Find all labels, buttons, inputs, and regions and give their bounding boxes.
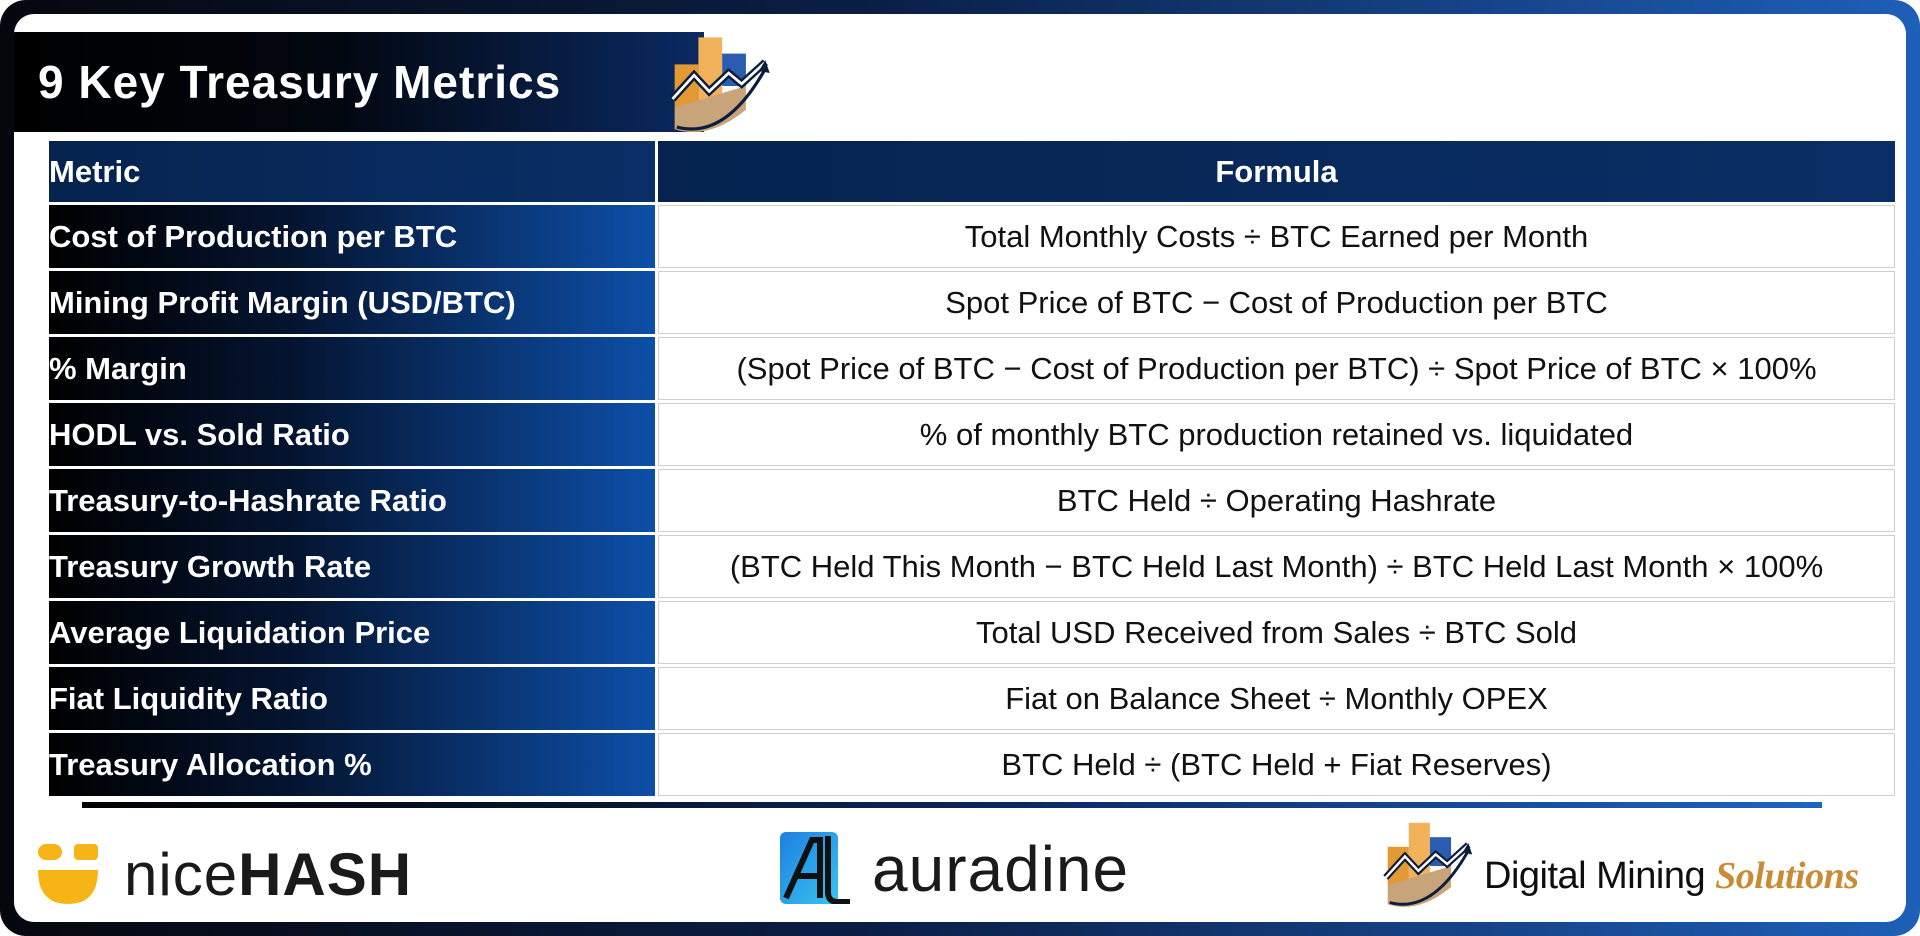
- metric-cell: Treasury Growth Rate: [49, 535, 655, 598]
- metric-cell: Mining Profit Margin (USD/BTC): [49, 271, 655, 334]
- table-row: Mining Profit Margin (USD/BTC) Spot Pric…: [49, 271, 1895, 334]
- auradine-wordmark: auradine: [872, 833, 1130, 905]
- dms-wordmark-accent: Solutions: [1715, 855, 1859, 897]
- table-row: Fiat Liquidity Ratio Fiat on Balance She…: [49, 667, 1895, 730]
- table-row: % Margin (Spot Price of BTC − Cost of Pr…: [49, 337, 1895, 400]
- footer-divider: [82, 802, 1822, 808]
- metric-cell: Treasury Allocation %: [49, 733, 655, 796]
- nicehash-logo-icon: [38, 844, 98, 904]
- table-row: Treasury Allocation % BTC Held ÷ (BTC He…: [49, 733, 1895, 796]
- metric-cell: % Margin: [49, 337, 655, 400]
- formula-cell: BTC Held ÷ (BTC Held + Fiat Reserves): [658, 733, 1895, 796]
- dms-logo-icon: [669, 37, 770, 133]
- metric-cell: Fiat Liquidity Ratio: [49, 667, 655, 730]
- page-title: 9 Key Treasury Metrics: [38, 56, 562, 108]
- metric-cell: HODL vs. Sold Ratio: [49, 403, 655, 466]
- metrics-table: Metric Formula Cost of Production per BT…: [46, 138, 1898, 799]
- title-bar: 9 Key Treasury Metrics: [14, 32, 704, 132]
- table-row: Treasury Growth Rate (BTC Held This Mont…: [49, 535, 1895, 598]
- table-header-row: Metric Formula: [49, 141, 1895, 202]
- metric-cell: Average Liquidation Price: [49, 601, 655, 664]
- metric-cell: Cost of Production per BTC: [49, 205, 655, 268]
- column-header-formula: Formula: [658, 141, 1895, 202]
- dms-footer-logo-icon: [1383, 822, 1473, 907]
- table-row: HODL vs. Sold Ratio % of monthly BTC pro…: [49, 403, 1895, 466]
- column-header-metric: Metric: [49, 141, 655, 202]
- formula-cell: % of monthly BTC production retained vs.…: [658, 403, 1895, 466]
- table-row: Cost of Production per BTC Total Monthly…: [49, 205, 1895, 268]
- dms-wordmark-main: Digital Mining: [1484, 855, 1716, 897]
- slide-panel: 9 Key Treasury Metrics Metric Formula Co…: [14, 14, 1906, 922]
- auradine-logo-icon: [780, 832, 850, 904]
- table-row: Treasury-to-Hashrate Ratio BTC Held ÷ Op…: [49, 469, 1895, 532]
- formula-cell: Spot Price of BTC − Cost of Production p…: [658, 271, 1895, 334]
- formula-cell: Total Monthly Costs ÷ BTC Earned per Mon…: [658, 205, 1895, 268]
- formula-cell: (BTC Held This Month − BTC Held Last Mon…: [658, 535, 1895, 598]
- nicehash-wordmark-bold: HASH: [238, 841, 413, 908]
- formula-cell: (Spot Price of BTC − Cost of Production …: [658, 337, 1895, 400]
- formula-cell: Fiat on Balance Sheet ÷ Monthly OPEX: [658, 667, 1895, 730]
- nicehash-wordmark: niceHASH: [124, 840, 412, 910]
- dms-wordmark: Digital Mining Solutions: [1484, 854, 1859, 898]
- formula-cell: Total USD Received from Sales ÷ BTC Sold: [658, 601, 1895, 664]
- nicehash-wordmark-light: nice: [124, 841, 239, 908]
- formula-cell: BTC Held ÷ Operating Hashrate: [658, 469, 1895, 532]
- table-row: Average Liquidation Price Total USD Rece…: [49, 601, 1895, 664]
- metric-cell: Treasury-to-Hashrate Ratio: [49, 469, 655, 532]
